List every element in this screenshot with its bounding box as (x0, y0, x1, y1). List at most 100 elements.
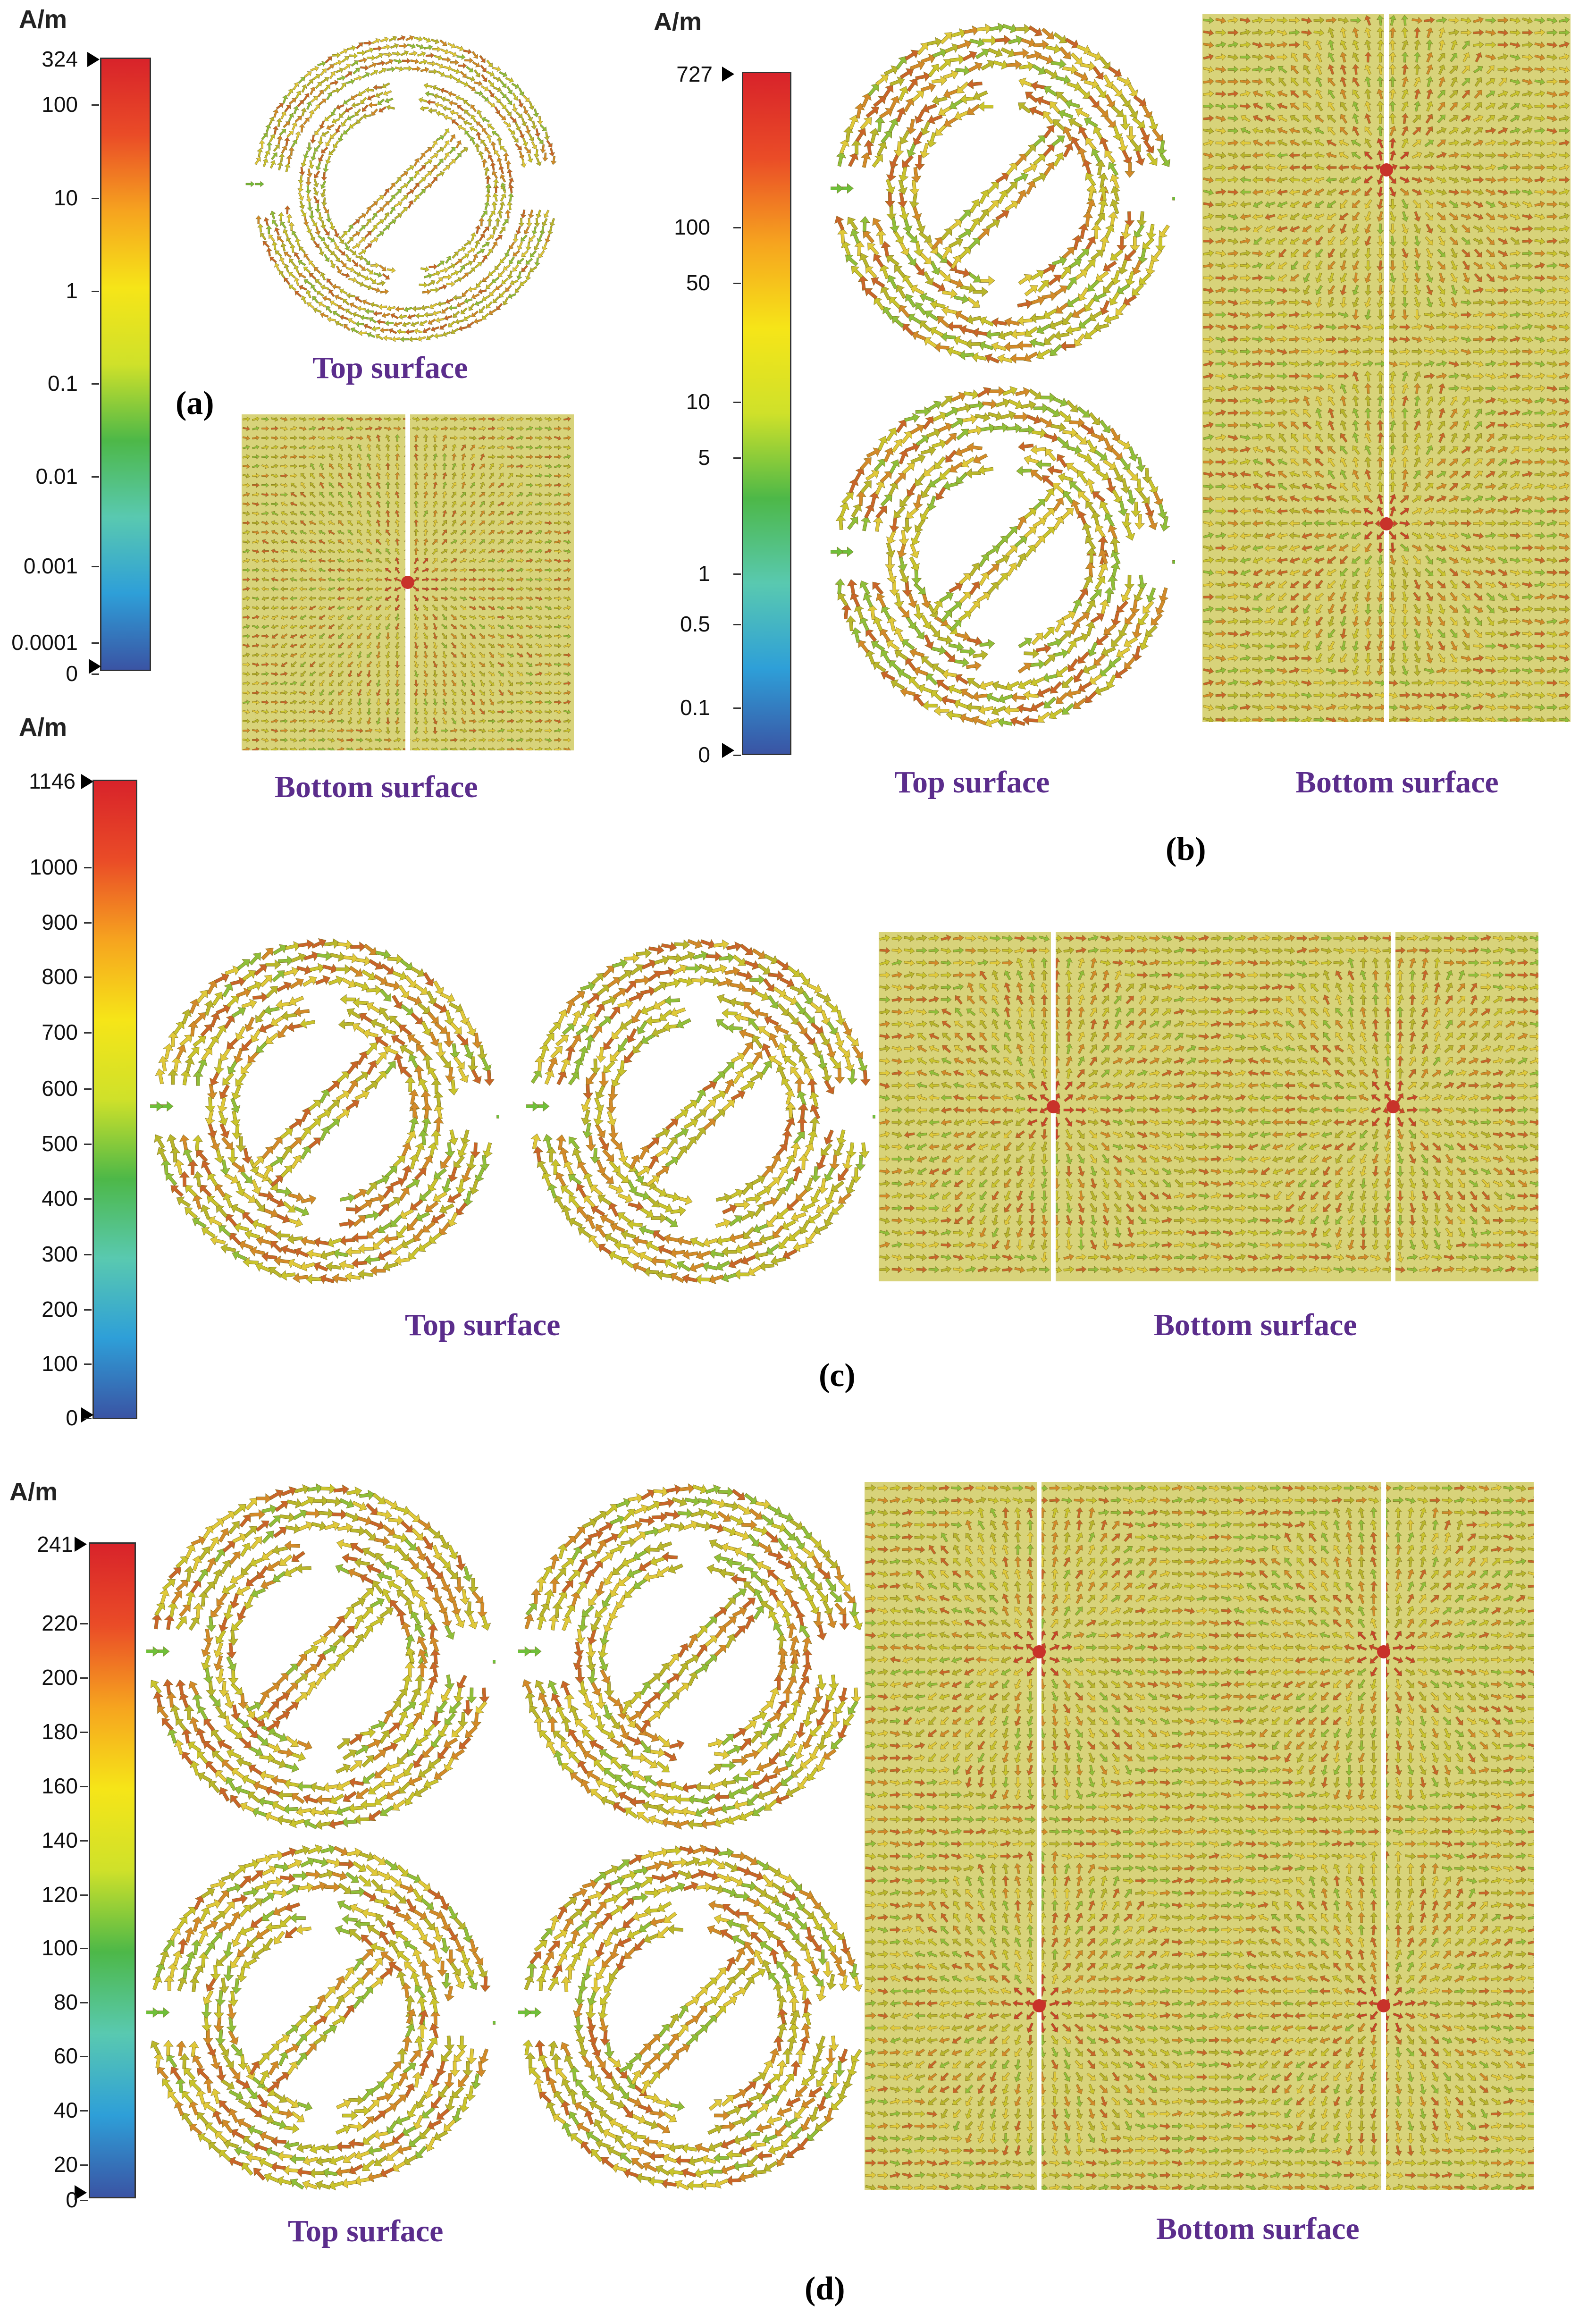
field-arrow (269, 210, 276, 219)
field-arrow (431, 747, 439, 750)
field-arrow (309, 539, 317, 544)
field-arrow (345, 1246, 361, 1257)
field-arrow (1215, 53, 1226, 61)
field-arrow (332, 1248, 348, 1259)
field-arrow (1450, 76, 1458, 87)
field-arrow (490, 162, 496, 171)
field-arrow (443, 65, 453, 71)
field-arrow (1327, 653, 1336, 663)
field-arrow (1448, 29, 1460, 36)
field-arrow (554, 492, 562, 497)
field-arrow (1413, 444, 1421, 455)
field-arrow (1473, 507, 1484, 514)
field-arrow (242, 558, 250, 563)
field-arrow (1485, 299, 1496, 306)
field-arrow (1559, 556, 1570, 564)
field-arrow (1449, 458, 1458, 467)
field-arrow (368, 959, 383, 970)
field-arrow (1289, 139, 1300, 147)
field-arrow (469, 737, 477, 742)
field-arrow (1138, 612, 1149, 626)
field-arrow (886, 640, 900, 651)
field-arrow (395, 463, 400, 470)
field-arrow (1425, 199, 1433, 209)
field-arrow (1290, 237, 1300, 245)
field-arrow (1301, 323, 1312, 331)
field-arrow (563, 681, 571, 686)
field-arrow (460, 147, 469, 154)
field-arrow (1104, 150, 1116, 164)
field-arrow (364, 231, 372, 238)
field-arrow (1215, 213, 1226, 220)
field-arrow (1240, 618, 1251, 625)
field-arrow (1486, 273, 1495, 282)
field-arrow (1006, 423, 1022, 433)
field-arrow (1203, 630, 1214, 638)
field-arrow (482, 127, 488, 135)
field-arrow (1227, 409, 1239, 417)
field-arrow (1559, 348, 1570, 355)
field-arrow (376, 60, 386, 67)
field-arrow (1461, 360, 1472, 368)
field-arrow (506, 445, 514, 450)
field-arrow (1099, 236, 1110, 252)
field-arrow (1253, 592, 1263, 601)
field-arrow (1077, 470, 1088, 484)
field-arrow (1093, 126, 1104, 141)
field-arrow (521, 159, 527, 168)
field-arrow (1252, 53, 1263, 61)
field-arrow (976, 387, 991, 398)
field-arrow (1534, 556, 1546, 564)
field-arrow (469, 530, 476, 536)
field-arrow (1522, 716, 1533, 722)
field-arrow (1438, 604, 1445, 614)
field-arrow (898, 605, 910, 618)
field-arrow (962, 50, 977, 61)
field-arrow (279, 128, 286, 136)
field-arrow (549, 218, 555, 227)
field-arrow (1277, 556, 1288, 564)
field-arrow (295, 91, 302, 99)
field-arrow (905, 294, 916, 308)
field-arrow (1119, 94, 1131, 108)
field-arrow (1522, 483, 1533, 490)
field-arrow (1070, 620, 1081, 635)
field-arrow (358, 1200, 373, 1211)
field-arrow (498, 270, 505, 278)
field-arrow (284, 104, 291, 112)
field-arrow (1215, 691, 1226, 699)
field-arrow (499, 256, 507, 264)
field-arrow (1522, 139, 1533, 147)
field-arrow (1352, 260, 1360, 271)
field-arrow (272, 944, 287, 955)
field-arrow (889, 296, 901, 309)
field-arrow (913, 693, 925, 707)
field-arrow (1534, 201, 1546, 208)
field-arrow (313, 178, 319, 188)
field-arrow (1411, 336, 1423, 343)
field-arrow (1314, 557, 1325, 564)
field-arrow (1389, 223, 1396, 235)
field-arrow (499, 290, 506, 298)
field-arrow (380, 288, 389, 295)
field-arrow (1389, 64, 1396, 75)
field-arrow (252, 747, 260, 750)
field-arrow (1352, 248, 1360, 258)
field-arrow (554, 681, 562, 686)
field-arrow (1277, 188, 1288, 196)
field-arrow (1424, 151, 1435, 159)
field-arrow (1016, 315, 1033, 326)
field-arrow (294, 277, 300, 286)
field-arrow (1424, 348, 1435, 355)
field-arrow (1240, 336, 1251, 343)
field-arrow (337, 605, 345, 611)
field-arrow (525, 520, 533, 525)
field-arrow (426, 99, 436, 105)
field-arrow (1377, 370, 1384, 382)
field-arrow (1473, 716, 1484, 722)
field-arrow (488, 269, 496, 276)
field-arrow (365, 416, 373, 422)
field-arrow (485, 175, 491, 184)
field-arrow (1522, 311, 1533, 319)
field-arrow (1413, 223, 1421, 234)
